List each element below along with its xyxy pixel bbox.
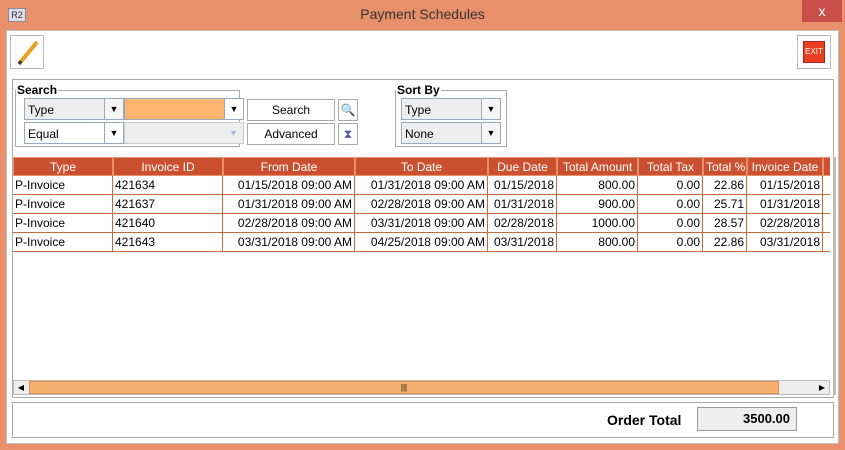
table-cell: 421637	[113, 195, 223, 214]
column-header[interactable]: Total Amount	[557, 157, 638, 176]
sort-secondary-combo[interactable]: None ▼	[401, 122, 501, 144]
column-header[interactable]: From Date	[223, 157, 355, 176]
table-row[interactable]: P-Invoice 421634 01/15/2018 09:00 AM 01/31/…	[13, 176, 830, 195]
table-cell: 800.00	[557, 233, 638, 252]
column-header[interactable]: F	[823, 157, 830, 176]
scroll-thumb[interactable]: |||	[29, 381, 779, 394]
table-cell: 02/28/2018 09:00 AM	[355, 195, 488, 214]
table-cell: 04/25/2018 09:00 AM	[355, 233, 488, 252]
sort-secondary-value: None	[405, 127, 434, 141]
table-cell	[823, 233, 830, 252]
search-value2-combo: ▼	[124, 122, 244, 144]
table-cell: 01/31/2018	[488, 195, 557, 214]
scroll-right-icon[interactable]: ▶	[818, 383, 826, 392]
table-cell: 0.00	[638, 233, 703, 252]
table-row[interactable]: P-Invoice 421640 02/28/2018 09:00 AM 03/31/…	[13, 214, 830, 233]
vertical-scrollbar[interactable]	[833, 157, 836, 395]
table-cell: 22.86	[703, 233, 747, 252]
order-total-field: 3500.00	[697, 407, 797, 431]
table-cell: 01/31/2018 09:00 AM	[355, 176, 488, 195]
table-cell: 1000.00	[557, 214, 638, 233]
table-cell: P-Invoice	[13, 233, 113, 252]
search-button[interactable]: Search	[247, 99, 335, 121]
window-title: Payment Schedules	[360, 6, 485, 22]
search-field-combo[interactable]: Type ▼	[24, 98, 124, 120]
table-cell: 01/15/2018 09:00 AM	[223, 176, 355, 195]
table-cell: P-Invoice	[13, 195, 113, 214]
payment-table: Type Invoice ID From Date To Date Due Date To…	[13, 157, 830, 379]
chevron-down-icon: ▼	[224, 123, 243, 143]
table-cell: 02/28/2018 09:00 AM	[223, 214, 355, 233]
search-operator-combo[interactable]: Equal ▼	[24, 122, 124, 144]
chevron-down-icon: ▼	[104, 123, 123, 143]
table-cell: 03/31/2018	[488, 233, 557, 252]
search-icon-button[interactable]: 🔍	[338, 99, 358, 121]
advanced-button[interactable]: Advanced	[247, 123, 335, 145]
table-cell: 0.00	[638, 214, 703, 233]
order-total-label: Order Total	[607, 412, 682, 428]
column-header[interactable]: Invoice Date	[747, 157, 823, 176]
footer-panel	[12, 402, 834, 438]
table-cell: 25.71	[703, 195, 747, 214]
exit-icon: EXIT	[803, 41, 825, 63]
column-header[interactable]: Total Tax	[638, 157, 703, 176]
advanced-icon-button[interactable]: ⧗	[338, 123, 358, 145]
table-cell: 0.00	[638, 176, 703, 195]
table-cell: 28.57	[703, 214, 747, 233]
scroll-left-icon[interactable]: ◀	[17, 383, 25, 392]
table-cell: 01/15/2018	[488, 176, 557, 195]
sort-primary-value: Type	[405, 103, 432, 117]
table-cell: 03/31/2018 09:00 AM	[355, 214, 488, 233]
chevron-down-icon: ▼	[481, 123, 500, 143]
column-header[interactable]: Total %	[703, 157, 747, 176]
table-cell: 03/31/2018	[747, 233, 823, 252]
table-cell: 01/31/2018	[747, 195, 823, 214]
search-legend: Search	[17, 83, 58, 97]
magnifier-icon: 🔍	[340, 103, 356, 117]
table-cell	[823, 176, 830, 195]
table-cell: P-Invoice	[13, 214, 113, 233]
sort-legend: Sort By	[397, 83, 440, 97]
table-cell: 0.00	[638, 195, 703, 214]
chevron-down-icon: ▼	[104, 99, 123, 119]
table-row[interactable]: P-Invoice 421637 01/31/2018 09:00 AM 02/28/…	[13, 195, 830, 214]
table-cell: 01/15/2018	[747, 176, 823, 195]
table-cell: 22.86	[703, 176, 747, 195]
pencil-icon	[17, 40, 39, 66]
table-cell: 02/28/2018	[747, 214, 823, 233]
app-icon: R2	[8, 8, 26, 22]
table-cell	[823, 214, 830, 233]
chevron-down-icon: ▼	[481, 99, 500, 119]
table-cell: 02/28/2018	[488, 214, 557, 233]
advanced-search-icon: ⧗	[343, 127, 353, 141]
table-cell: 01/31/2018 09:00 AM	[223, 195, 355, 214]
sort-primary-combo[interactable]: Type ▼	[401, 98, 501, 120]
chevron-down-icon: ▼	[224, 99, 243, 119]
close-button[interactable]: x	[802, 0, 842, 22]
table-cell: 421640	[113, 214, 223, 233]
table-header: Type Invoice ID From Date To Date Due Date To…	[13, 157, 830, 176]
column-header[interactable]: Invoice ID	[113, 157, 223, 176]
table-cell: 03/31/2018 09:00 AM	[223, 233, 355, 252]
table-cell: P-Invoice	[13, 176, 113, 195]
table-row[interactable]: P-Invoice 421643 03/31/2018 09:00 AM 04/25/…	[13, 233, 830, 252]
exit-button[interactable]: EXIT	[797, 35, 831, 69]
search-operator-value: Equal	[28, 127, 59, 141]
column-header[interactable]: To Date	[355, 157, 488, 176]
table-cell	[823, 195, 830, 214]
search-field-value: Type	[28, 103, 55, 117]
horizontal-scrollbar[interactable]: ◀ ||| ▶	[13, 380, 830, 395]
table-cell: 800.00	[557, 176, 638, 195]
table-cell: 421643	[113, 233, 223, 252]
table-cell: 900.00	[557, 195, 638, 214]
edit-button[interactable]	[10, 35, 44, 69]
column-header[interactable]: Due Date	[488, 157, 557, 176]
column-header[interactable]: Type	[13, 157, 113, 176]
search-value-combo[interactable]: ▼	[124, 98, 244, 120]
table-cell: 421634	[113, 176, 223, 195]
sort-group: Sort By	[395, 83, 507, 147]
